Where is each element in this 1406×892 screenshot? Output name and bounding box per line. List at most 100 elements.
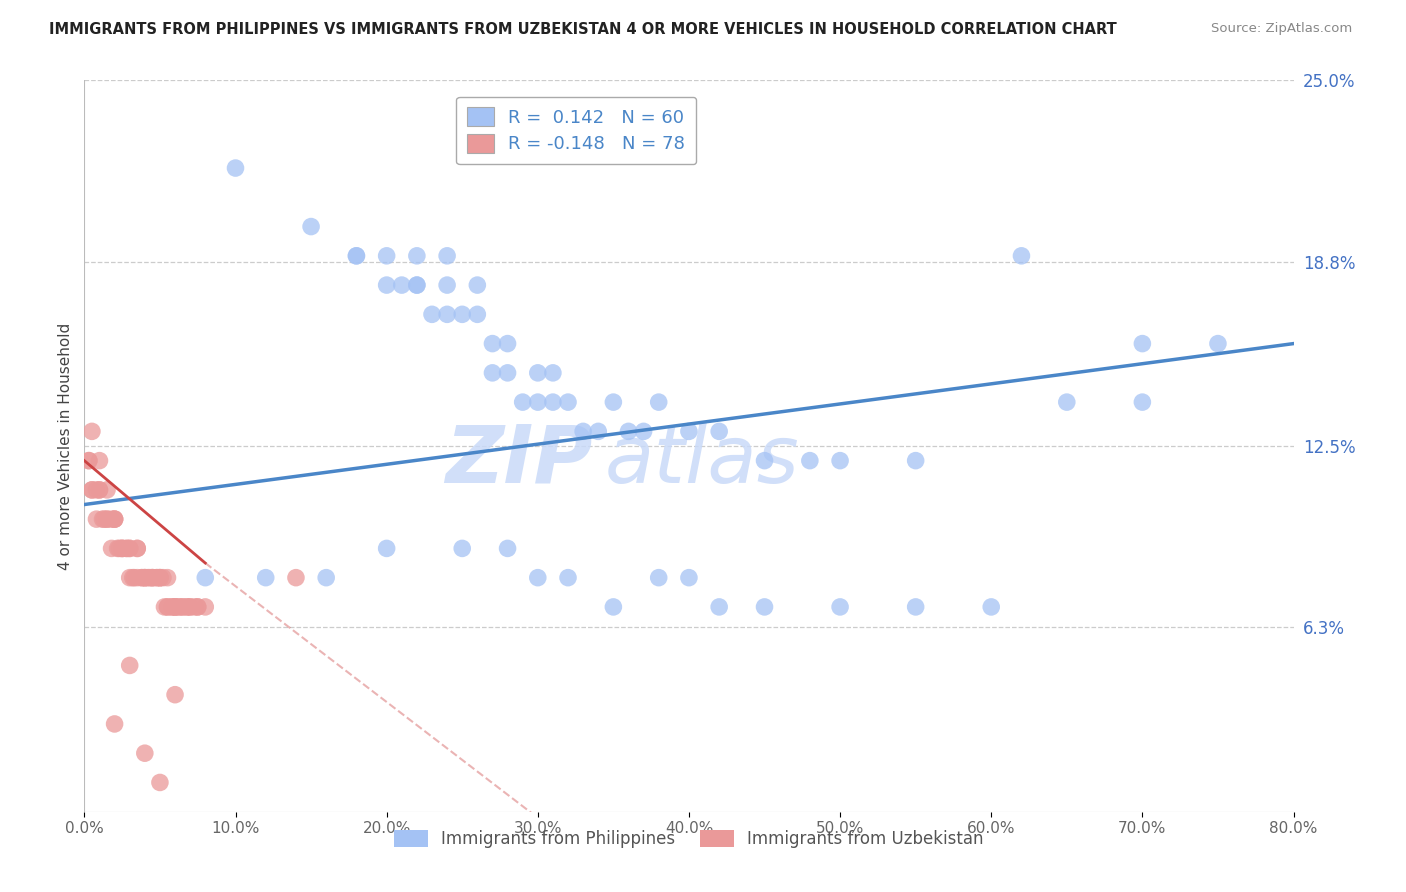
Point xyxy=(118,541,141,556)
Point xyxy=(496,541,519,556)
Point xyxy=(527,571,550,585)
Point xyxy=(436,307,458,321)
Text: IMMIGRANTS FROM PHILIPPINES VS IMMIGRANTS FROM UZBEKISTAN 4 OR MORE VEHICLES IN : IMMIGRANTS FROM PHILIPPINES VS IMMIGRANT… xyxy=(49,22,1116,37)
Point xyxy=(496,336,519,351)
Point xyxy=(346,249,368,263)
Point xyxy=(77,453,100,467)
Point xyxy=(187,599,209,614)
Point xyxy=(80,483,103,497)
Point xyxy=(830,453,852,467)
Point xyxy=(617,425,640,439)
Point xyxy=(127,571,149,585)
Point xyxy=(375,249,398,263)
Point xyxy=(588,425,610,439)
Point xyxy=(451,541,474,556)
Point xyxy=(111,541,134,556)
Point xyxy=(572,425,595,439)
Point xyxy=(165,599,187,614)
Point xyxy=(136,571,159,585)
Text: ZIP: ZIP xyxy=(444,422,592,500)
Point xyxy=(86,483,108,497)
Point xyxy=(134,746,156,760)
Point xyxy=(165,688,187,702)
Point xyxy=(156,571,179,585)
Point xyxy=(77,453,100,467)
Point xyxy=(648,571,671,585)
Point xyxy=(176,599,198,614)
Point xyxy=(527,395,550,409)
Point xyxy=(134,571,156,585)
Point xyxy=(467,307,489,321)
Point xyxy=(156,599,179,614)
Point xyxy=(111,541,134,556)
Point xyxy=(179,599,201,614)
Point xyxy=(678,425,700,439)
Point xyxy=(141,571,163,585)
Point xyxy=(315,571,337,585)
Point xyxy=(467,278,489,293)
Point xyxy=(1011,249,1033,263)
Point xyxy=(100,512,122,526)
Point xyxy=(512,395,534,409)
Point xyxy=(557,395,579,409)
Point xyxy=(172,599,194,614)
Point xyxy=(406,278,429,293)
Point xyxy=(141,571,163,585)
Point xyxy=(96,512,118,526)
Point xyxy=(799,453,821,467)
Point xyxy=(172,599,194,614)
Point xyxy=(96,512,118,526)
Point xyxy=(678,571,700,585)
Point xyxy=(141,571,163,585)
Point xyxy=(89,453,111,467)
Point xyxy=(118,541,141,556)
Point xyxy=(169,599,191,614)
Point xyxy=(104,512,127,526)
Point xyxy=(481,366,503,380)
Point xyxy=(165,599,187,614)
Point xyxy=(541,395,564,409)
Point xyxy=(86,512,108,526)
Point xyxy=(176,599,198,614)
Point xyxy=(89,483,111,497)
Point xyxy=(980,599,1002,614)
Point xyxy=(111,541,134,556)
Point xyxy=(375,541,398,556)
Point xyxy=(1056,395,1078,409)
Point xyxy=(709,425,731,439)
Point xyxy=(194,599,217,614)
Point xyxy=(179,599,201,614)
Point xyxy=(108,541,131,556)
Point xyxy=(104,512,127,526)
Point xyxy=(346,249,368,263)
Point xyxy=(160,599,183,614)
Point xyxy=(420,307,443,321)
Point xyxy=(648,395,671,409)
Point xyxy=(134,571,156,585)
Point xyxy=(122,571,145,585)
Point xyxy=(127,541,149,556)
Point xyxy=(118,658,141,673)
Point xyxy=(406,249,429,263)
Point xyxy=(149,571,172,585)
Point xyxy=(527,366,550,380)
Point xyxy=(134,571,156,585)
Point xyxy=(89,483,111,497)
Point xyxy=(115,541,138,556)
Point xyxy=(375,278,398,293)
Point xyxy=(165,599,187,614)
Point xyxy=(118,571,141,585)
Point xyxy=(1132,336,1154,351)
Point xyxy=(602,395,624,409)
Point xyxy=(709,599,731,614)
Point xyxy=(149,775,172,789)
Point xyxy=(391,278,413,293)
Point xyxy=(104,512,127,526)
Point xyxy=(100,541,122,556)
Point xyxy=(633,425,655,439)
Point xyxy=(285,571,308,585)
Point xyxy=(80,425,103,439)
Point xyxy=(1206,336,1229,351)
Point xyxy=(254,571,277,585)
Point xyxy=(146,571,169,585)
